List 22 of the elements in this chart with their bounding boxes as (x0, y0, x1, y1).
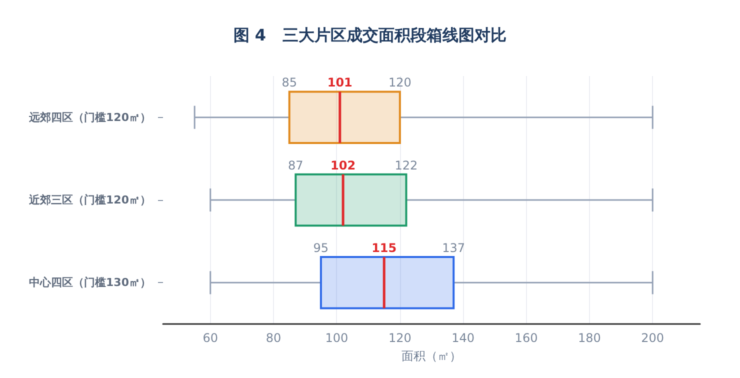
y-tick-label: 中心四区（门槛130㎡） (29, 276, 151, 290)
y-tick-label: 远郊四区（门槛120㎡） (28, 110, 151, 124)
x-tick-label: 180 (578, 331, 601, 345)
x-tick-label: 140 (452, 331, 475, 345)
x-tick-label: 160 (514, 331, 538, 345)
annotation: 122 (394, 158, 418, 172)
x-tick-label: 200 (641, 331, 664, 345)
annotation: 101 (327, 76, 352, 90)
annotation: 115 (372, 241, 397, 256)
x-tick-label: 60 (202, 331, 218, 345)
x-tick-label: 100 (325, 331, 348, 345)
x-tick-label: 120 (388, 331, 412, 345)
annotation: 95 (313, 241, 329, 256)
annotation: 85 (282, 76, 297, 90)
x-tick-label: 80 (266, 331, 282, 345)
annotation: 87 (288, 158, 304, 172)
chart-title: 图 4 三大片区成交面积段箱线图对比 (233, 26, 507, 44)
y-tick-label: 近郊三区（门槛120㎡） (28, 194, 151, 206)
annotation: 120 (388, 76, 412, 90)
annotation: 137 (442, 241, 466, 256)
x-axis-title: 面积（㎡） (402, 349, 462, 363)
annotation: 102 (330, 158, 356, 172)
